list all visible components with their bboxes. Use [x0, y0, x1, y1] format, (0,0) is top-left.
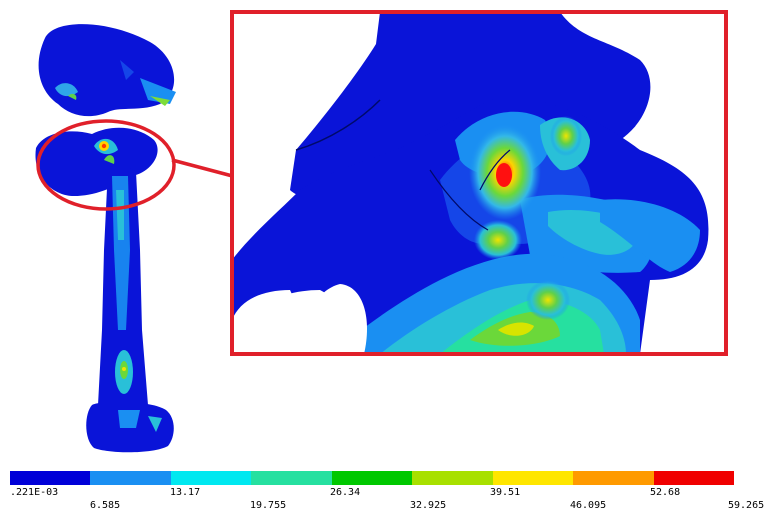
pelvis-region [38, 24, 175, 117]
legend-label-10: 59.265 [728, 500, 765, 511]
legend-label-8: 46.095 [570, 500, 607, 511]
legend-label-4: 19.755 [250, 500, 287, 511]
legend-label-9: 52.68 [650, 487, 681, 498]
color-legend-bar [10, 471, 734, 485]
callout-connector [171, 158, 241, 180]
legend-swatch [573, 471, 654, 485]
legend-swatch [251, 471, 332, 485]
legend-label-1: .221E-03 [10, 487, 59, 498]
legend-swatch [412, 471, 493, 485]
legend-swatch [331, 471, 413, 485]
legend-label-3: 13.17 [170, 487, 201, 498]
bone-model-overview [35, 24, 176, 453]
zoom-frame [230, 10, 728, 356]
legend-label-5: 26.34 [330, 487, 361, 498]
legend-swatch [653, 471, 734, 485]
legend-label-6: 32.925 [410, 500, 447, 511]
legend-swatch [90, 471, 171, 485]
region-of-interest-circle [36, 119, 176, 211]
legend-label-7: 39.51 [490, 487, 521, 498]
legend-swatch [170, 471, 252, 485]
legend-swatch [10, 471, 91, 485]
zoomed-detail [232, 12, 726, 354]
legend-swatch [492, 471, 574, 485]
legend-label-2: 6.585 [90, 500, 121, 511]
